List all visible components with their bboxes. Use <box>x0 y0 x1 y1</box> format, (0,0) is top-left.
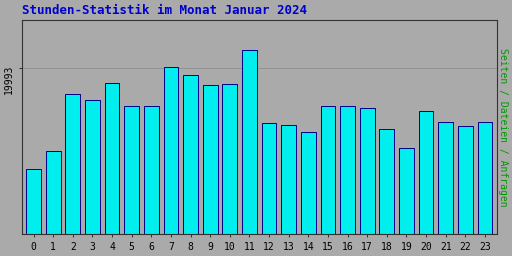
Bar <box>399 148 414 256</box>
Bar <box>183 74 198 256</box>
Bar <box>144 105 159 256</box>
Bar <box>281 125 296 256</box>
Bar <box>419 111 434 256</box>
Bar <box>478 122 493 256</box>
Bar <box>164 67 178 256</box>
Bar <box>379 129 394 256</box>
Bar <box>203 85 218 256</box>
Bar <box>301 132 316 256</box>
Bar <box>105 83 119 256</box>
Bar <box>458 126 473 256</box>
Bar <box>85 100 100 256</box>
Bar <box>438 122 453 256</box>
Bar <box>262 123 276 256</box>
Bar <box>340 105 355 256</box>
Bar <box>242 49 257 256</box>
Bar <box>124 105 139 256</box>
Bar <box>321 105 335 256</box>
Bar <box>26 169 41 256</box>
Text: Stunden-Statistik im Monat Januar 2024: Stunden-Statistik im Monat Januar 2024 <box>22 4 307 17</box>
Y-axis label: Seiten / Dateien / Anfragen: Seiten / Dateien / Anfragen <box>498 48 508 206</box>
Bar <box>360 108 375 256</box>
Bar <box>223 84 237 256</box>
Bar <box>46 151 60 256</box>
Bar <box>66 94 80 256</box>
